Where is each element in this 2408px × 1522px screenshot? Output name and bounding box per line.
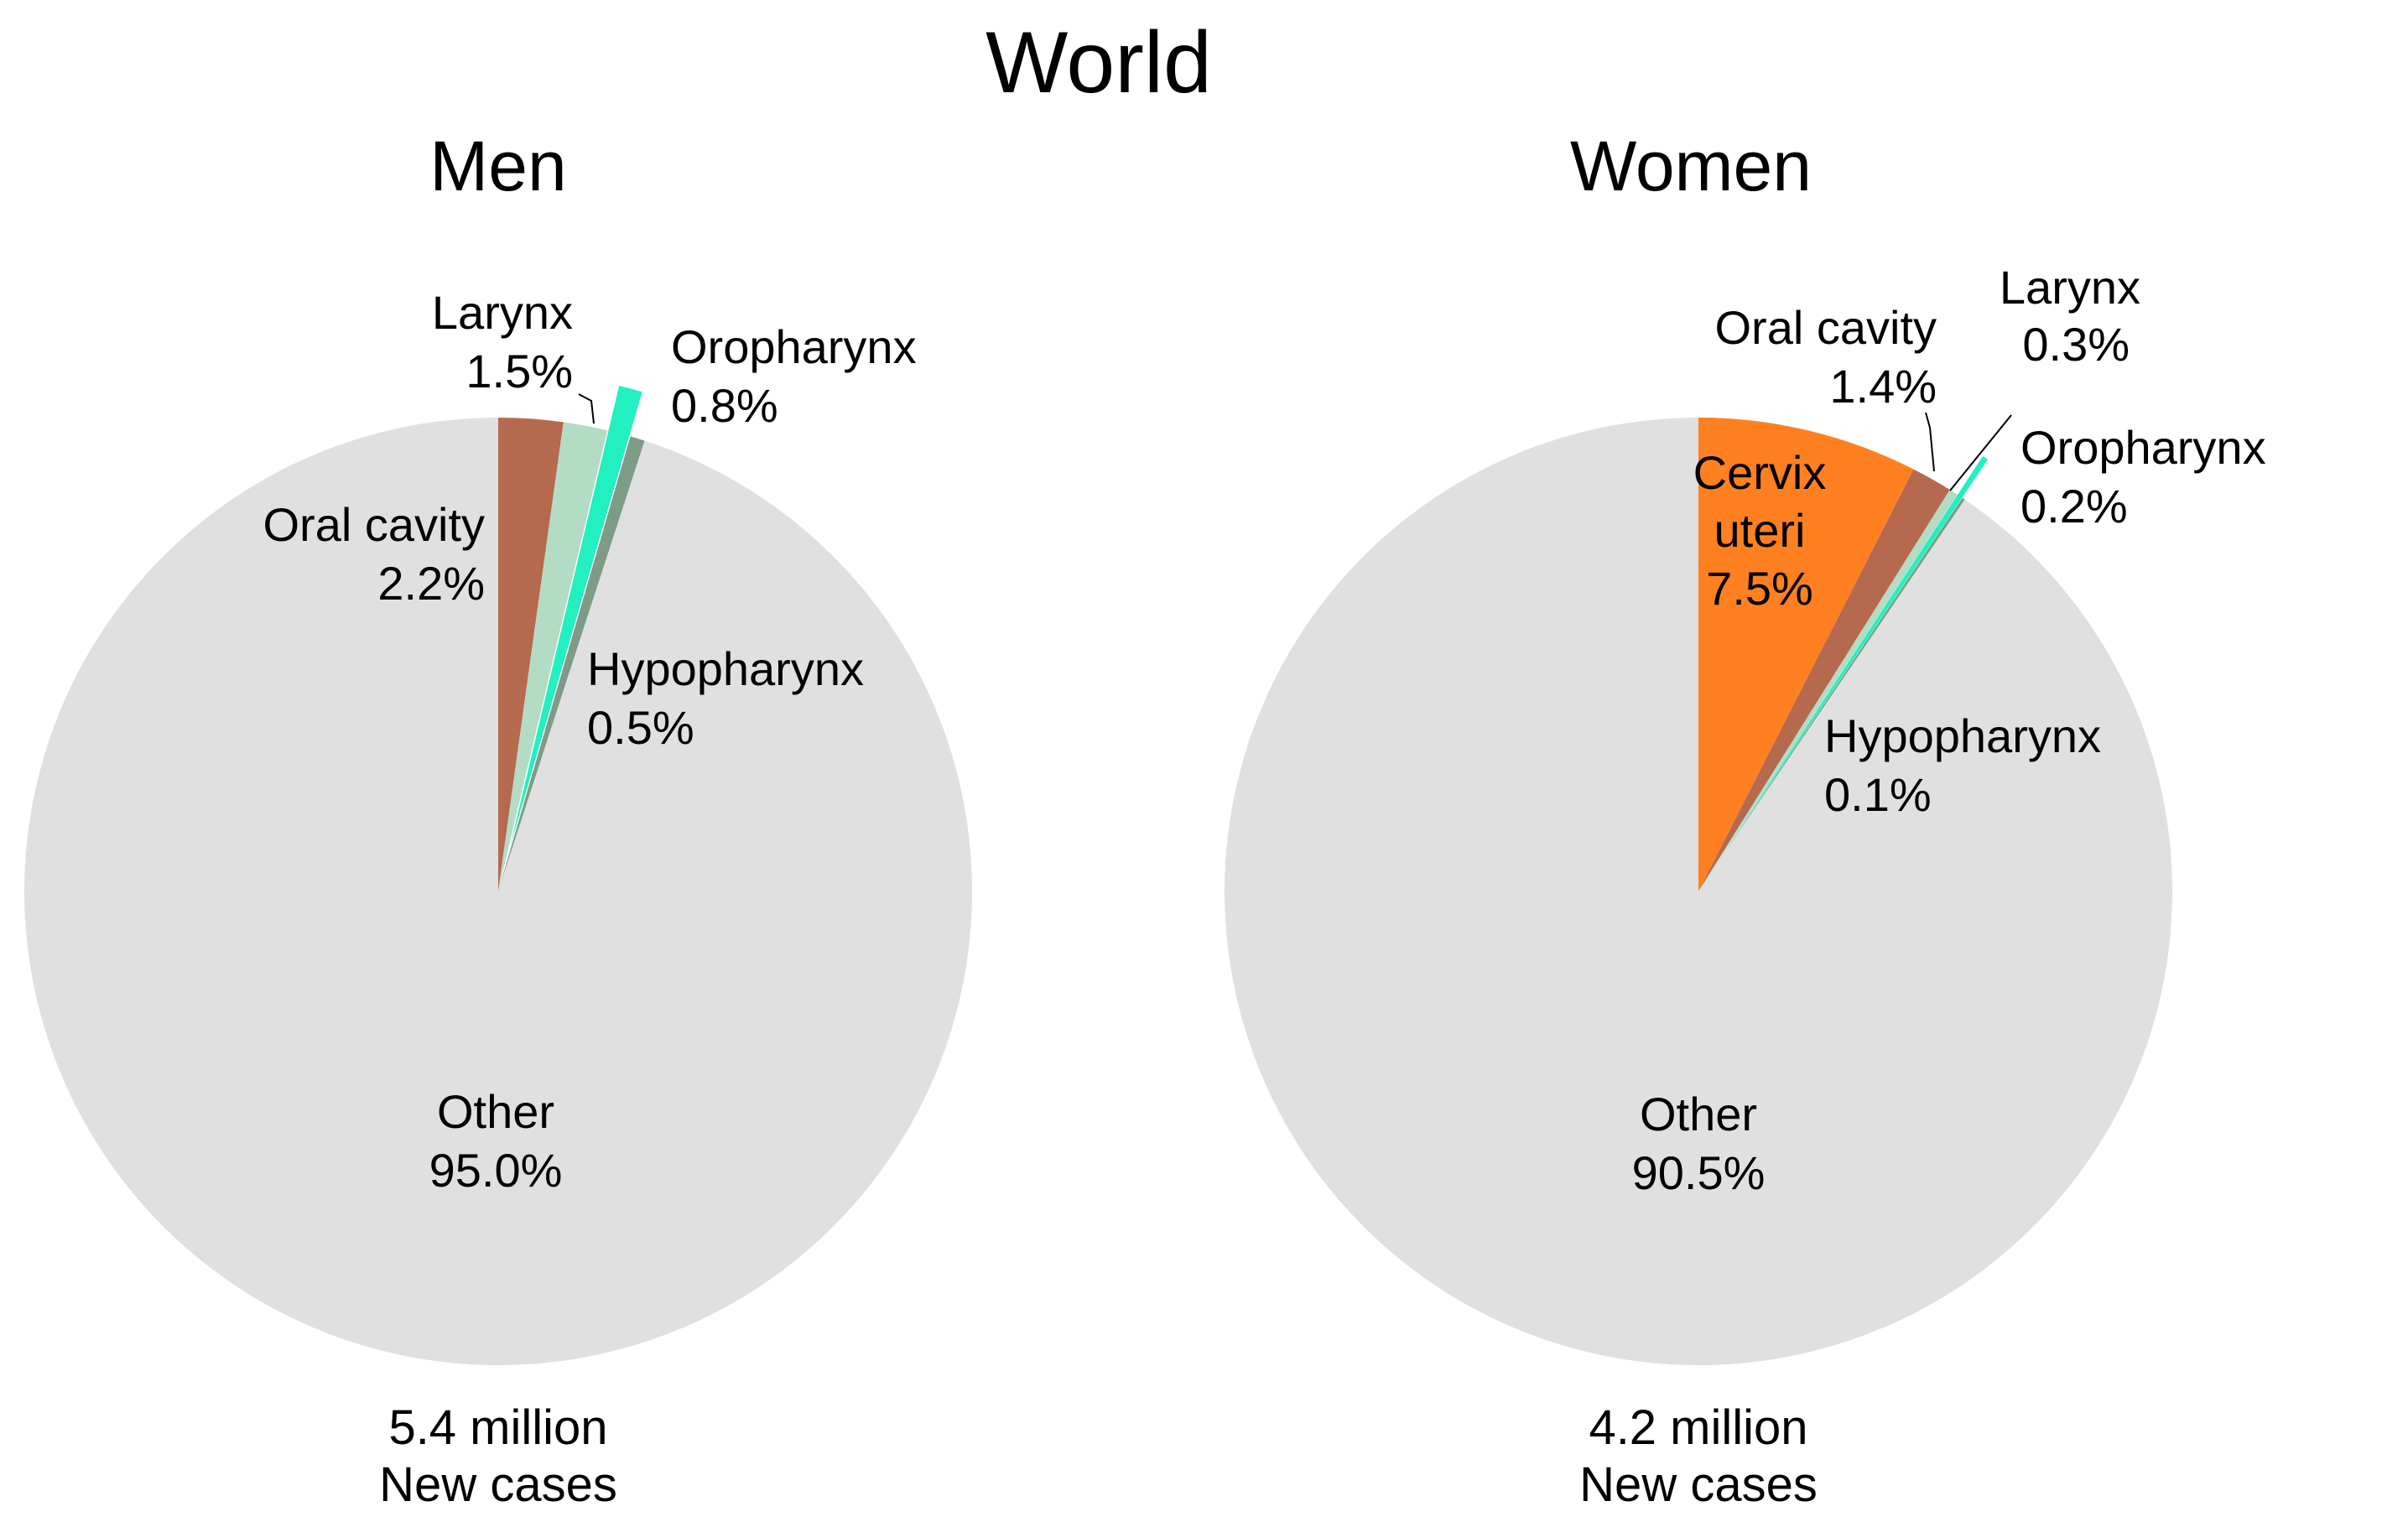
pie-slice-women-other [1225, 417, 2172, 1365]
slice-label-name: Oropharynx [671, 320, 917, 373]
slice-label-women-cervix-uteri: Cervix uteri 7.5% [1693, 446, 1827, 615]
slice-label-name: Other [437, 1085, 554, 1138]
pie-slice-women-oral-cavity [1698, 469, 1950, 891]
slice-label-men-oral-cavity: Oral cavity 2.2% [263, 498, 486, 610]
slice-label-name: Hypopharynx [1824, 709, 2101, 762]
slice-label-women-hypopharynx: Hypopharynx 0.1% [1824, 709, 2101, 821]
total-cases-men-line1: 5.4 million [388, 1400, 607, 1455]
pie-slice-women-larynx [1698, 490, 1958, 891]
pie-slices-women [1225, 417, 2172, 1365]
pie-slice-men-other [23, 418, 972, 1365]
slice-label-women-oral-cavity: Oral cavity 1.4% [1715, 301, 1937, 413]
leader-line-men-larynx [578, 393, 595, 424]
leader-line-women-larynx [1949, 414, 2012, 491]
slice-label-value: 0.8% [671, 379, 778, 432]
slice-label-value: 90.5% [1632, 1146, 1766, 1199]
slice-label-value: 7.5% [1706, 562, 1813, 615]
slice-label-value: 1.4% [1829, 360, 1937, 413]
pie-panel-men: Men Oral cavity 2.2% Larynx 1.5% Orophar… [23, 127, 972, 1512]
panel-title-women: Women [1570, 127, 1812, 205]
pie-slice-men-oral-cavity [498, 418, 564, 891]
slice-label-value: 0.5% [587, 701, 694, 754]
slice-label-value: 0.3% [2022, 318, 2130, 371]
slice-label-name: Other [1640, 1088, 1757, 1140]
slice-label-men-larynx: Larynx 1.5% [432, 286, 573, 397]
slice-label-name: Larynx [432, 286, 573, 339]
chart-main-title: World [986, 14, 1212, 112]
slice-label-name-line2: uteri [1714, 504, 1806, 557]
slice-label-men-hypopharynx: Hypopharynx 0.5% [587, 642, 864, 754]
pie-panel-women: Women Cervix uteri 7.5% Oral cavity 1.4%… [1225, 127, 2266, 1512]
slice-label-value: 0.1% [1824, 768, 1932, 821]
slice-label-name: Oropharynx [2021, 421, 2266, 474]
leader-line-women-oral-cavity [1925, 412, 1935, 472]
pie-slice-men-larynx [498, 422, 608, 891]
slice-label-name: Oral cavity [263, 498, 486, 551]
slice-label-name: Hypopharynx [587, 642, 864, 695]
slice-label-value: 95.0% [429, 1144, 563, 1197]
total-cases-men-line2: New cases [379, 1457, 617, 1512]
pie-slice-women-hypopharynx [1698, 497, 1965, 891]
total-cases-women-line1: 4.2 million [1589, 1400, 1807, 1455]
pie-slice-men-oropharynx [510, 386, 642, 847]
slice-label-value: 0.2% [2021, 480, 2128, 532]
slice-label-men-oropharynx: Oropharynx 0.8% [671, 320, 917, 432]
slice-label-value: 1.5% [465, 345, 573, 397]
slice-label-value: 2.2% [377, 557, 485, 610]
slice-label-name: Oral cavity [1715, 301, 1937, 354]
slice-label-men-other: Other 95.0% [429, 1085, 563, 1197]
slice-label-women-other: Other 90.5% [1632, 1088, 1766, 1199]
slice-label-name: Cervix [1693, 446, 1827, 499]
slice-label-women-larynx: Larynx 0.3% [2000, 261, 2140, 371]
panel-title-men: Men [429, 127, 566, 205]
slice-label-women-oropharynx: Oropharynx 0.2% [2021, 421, 2266, 532]
pie-slice-women-oropharynx [1724, 455, 1988, 854]
pie-slice-women-cervix-uteri [1698, 418, 1914, 891]
pie-slices-men [23, 386, 972, 1365]
slice-label-name: Larynx [2000, 261, 2140, 314]
total-cases-women-line2: New cases [1579, 1457, 1818, 1512]
pie-slice-men-hypopharynx [498, 436, 645, 891]
